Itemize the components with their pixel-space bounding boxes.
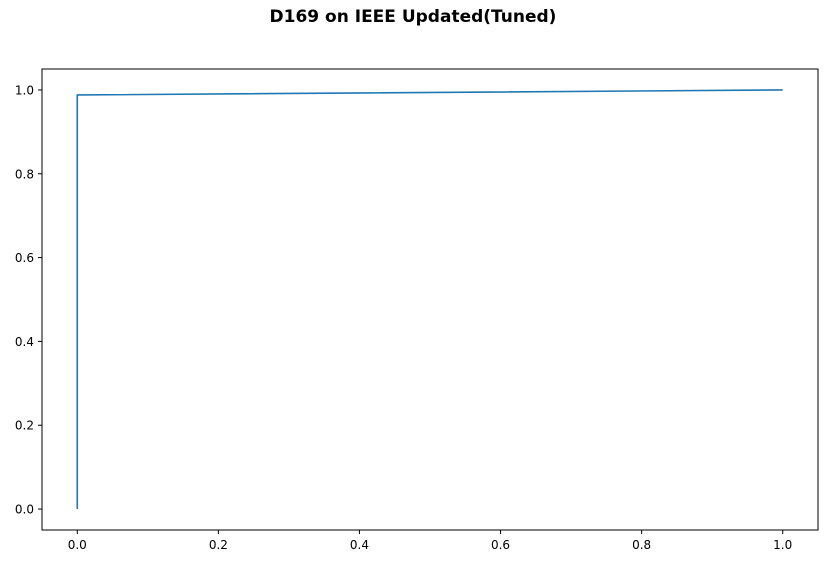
y-tick-label: 0.6 xyxy=(15,251,34,265)
x-tick-label: 0.4 xyxy=(350,538,369,552)
y-tick-label: 0.0 xyxy=(15,503,34,517)
axes-layer: 0.0 0.2 0.4 0.6 0.8 1.0 0.0 0.2 0.4 0.6 0.8 1.0 xyxy=(15,68,819,552)
y-tick-label: 0.4 xyxy=(15,335,34,349)
x-tick-label: 0.2 xyxy=(209,538,228,552)
y-tick-label: 0.8 xyxy=(15,167,34,181)
y-tick-label: 1.0 xyxy=(15,83,34,97)
series-layer xyxy=(76,89,783,510)
x-tick-label: 0.6 xyxy=(491,538,510,552)
axes-frame xyxy=(41,68,819,531)
x-tick-label: 0.0 xyxy=(68,538,87,552)
chart-title: D169 on IEEE Updated(Tuned) xyxy=(269,7,557,27)
x-tick-label: 0.8 xyxy=(632,538,651,552)
series-line-0 xyxy=(76,89,783,510)
y-tick-label: 0.2 xyxy=(15,419,34,433)
x-tick-label: 1.0 xyxy=(773,538,792,552)
